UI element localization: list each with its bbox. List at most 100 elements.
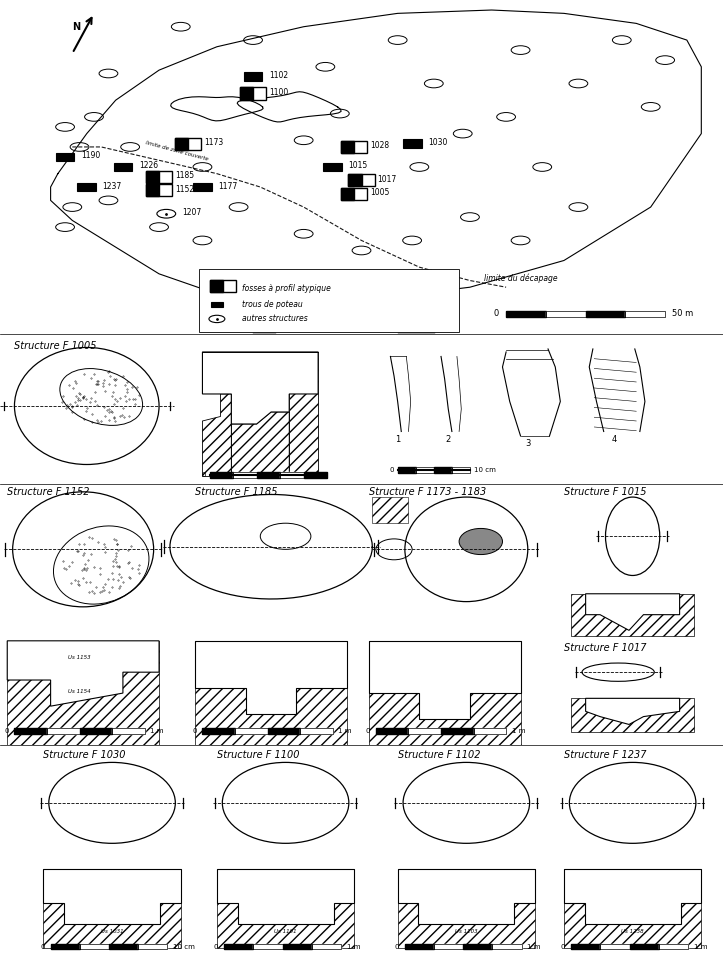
Text: 1152: 1152 (175, 185, 194, 194)
Polygon shape (434, 944, 463, 950)
Polygon shape (369, 641, 521, 719)
Text: 1017: 1017 (377, 175, 397, 184)
Polygon shape (146, 171, 159, 183)
Polygon shape (210, 472, 234, 478)
Polygon shape (138, 944, 167, 950)
FancyBboxPatch shape (77, 183, 96, 192)
Polygon shape (586, 593, 680, 630)
Text: 1: 1 (395, 435, 401, 444)
Polygon shape (630, 944, 659, 950)
Text: limite de zone couverte: limite de zone couverte (145, 139, 208, 162)
Polygon shape (441, 728, 474, 734)
Text: Us 1238: Us 1238 (621, 928, 644, 934)
FancyBboxPatch shape (193, 183, 212, 192)
Polygon shape (224, 944, 253, 950)
Text: 10 cm: 10 cm (474, 468, 495, 473)
Text: Structure F 1015: Structure F 1015 (564, 487, 646, 497)
Polygon shape (398, 869, 535, 924)
Text: 3: 3 (525, 439, 531, 448)
Text: 1190: 1190 (81, 151, 100, 161)
Polygon shape (434, 468, 452, 473)
Polygon shape (202, 352, 318, 424)
Text: autres structures: autres structures (242, 315, 308, 323)
Polygon shape (268, 728, 300, 734)
Polygon shape (348, 174, 362, 187)
Text: 0: 0 (192, 728, 197, 734)
Text: 1102: 1102 (269, 72, 288, 80)
Text: limite du décapage: limite du décapage (484, 273, 558, 283)
Text: 1 m: 1 m (512, 728, 526, 734)
Polygon shape (217, 869, 354, 924)
Text: 1173: 1173 (204, 138, 223, 147)
Text: Structure F 1030: Structure F 1030 (43, 749, 126, 760)
FancyBboxPatch shape (240, 87, 266, 100)
Polygon shape (506, 312, 546, 317)
FancyBboxPatch shape (175, 137, 201, 150)
Polygon shape (210, 280, 223, 292)
Polygon shape (109, 944, 138, 950)
Text: 1005: 1005 (370, 188, 390, 197)
FancyBboxPatch shape (210, 280, 236, 292)
FancyBboxPatch shape (403, 139, 422, 148)
Polygon shape (492, 944, 522, 950)
Polygon shape (564, 869, 701, 924)
Polygon shape (408, 728, 441, 734)
FancyBboxPatch shape (341, 188, 367, 199)
Polygon shape (281, 472, 304, 478)
FancyBboxPatch shape (341, 141, 367, 153)
FancyBboxPatch shape (244, 73, 262, 81)
Polygon shape (463, 944, 492, 950)
Polygon shape (80, 944, 109, 950)
Text: Structure F 1237: Structure F 1237 (564, 749, 646, 760)
Text: 1207: 1207 (182, 208, 202, 217)
Polygon shape (474, 728, 506, 734)
Text: Us 1153: Us 1153 (68, 655, 91, 660)
Text: Structure F 1152: Structure F 1152 (7, 487, 90, 497)
Text: Structure F 1173 - 1183: Structure F 1173 - 1183 (369, 487, 486, 497)
Text: fosses à profil atypique: fosses à profil atypique (242, 285, 331, 293)
Polygon shape (312, 944, 341, 950)
Text: 0: 0 (395, 944, 399, 950)
FancyBboxPatch shape (146, 184, 172, 197)
Text: 1 m: 1 m (338, 728, 352, 734)
FancyBboxPatch shape (146, 171, 172, 183)
Text: 1 m: 1 m (150, 728, 164, 734)
Polygon shape (625, 312, 665, 317)
Ellipse shape (459, 529, 502, 555)
Polygon shape (546, 312, 586, 317)
Text: 1028: 1028 (370, 141, 389, 150)
Polygon shape (600, 944, 630, 950)
Polygon shape (235, 728, 268, 734)
Text: 0: 0 (214, 944, 218, 950)
Text: Us 1154: Us 1154 (68, 689, 91, 694)
Polygon shape (341, 141, 354, 153)
Text: 10 cm: 10 cm (174, 944, 195, 950)
Text: 0: 0 (202, 472, 206, 478)
Polygon shape (51, 944, 80, 950)
FancyBboxPatch shape (56, 153, 74, 162)
Text: trous de poteau: trous de poteau (242, 300, 303, 309)
Polygon shape (253, 287, 434, 334)
Polygon shape (234, 472, 257, 478)
FancyBboxPatch shape (114, 163, 132, 171)
FancyBboxPatch shape (211, 302, 223, 307)
FancyBboxPatch shape (348, 174, 375, 187)
FancyBboxPatch shape (199, 269, 459, 332)
Polygon shape (112, 728, 145, 734)
Polygon shape (51, 10, 701, 300)
Text: 50 m: 50 m (672, 310, 693, 318)
Polygon shape (405, 944, 434, 950)
Text: 1177: 1177 (218, 182, 238, 191)
Text: Structure F 1100: Structure F 1100 (217, 749, 299, 760)
Text: 1 m: 1 m (347, 944, 360, 950)
Text: 1185: 1185 (175, 171, 194, 180)
FancyBboxPatch shape (323, 163, 342, 171)
Polygon shape (304, 472, 328, 478)
Text: 0: 0 (366, 728, 370, 734)
Polygon shape (398, 468, 416, 473)
Text: Us 1101: Us 1101 (274, 928, 297, 934)
Polygon shape (202, 728, 235, 734)
Polygon shape (80, 728, 112, 734)
Text: Structure F 1185: Structure F 1185 (195, 487, 278, 497)
Text: 1100: 1100 (269, 88, 288, 97)
